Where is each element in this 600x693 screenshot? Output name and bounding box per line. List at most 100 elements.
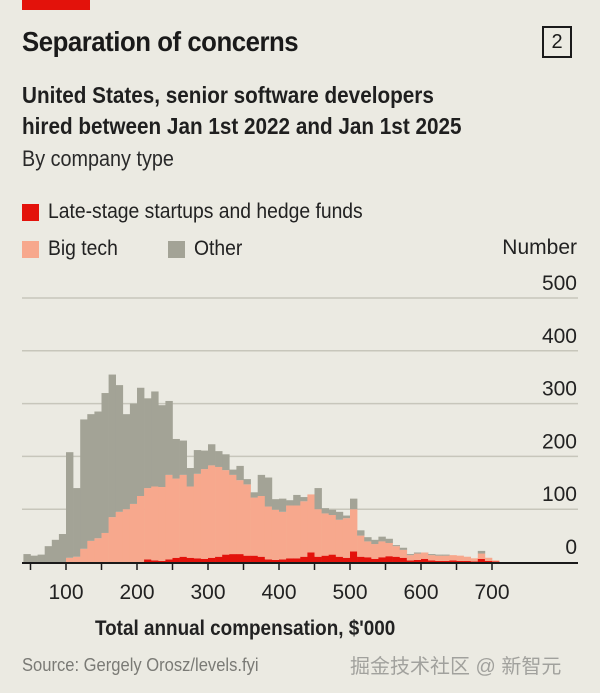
bar-big-tech-160 xyxy=(108,517,116,562)
bar-big-tech-590 xyxy=(413,553,422,560)
bar-late-stage-startups-and-hedge-funds-660 xyxy=(463,560,471,562)
x-tick-label-700: 700 xyxy=(474,581,509,604)
bar-other-100 xyxy=(66,452,74,558)
bar-other-140 xyxy=(94,411,102,539)
bar-big-tech-580 xyxy=(406,555,415,561)
bar-other-170 xyxy=(115,385,124,512)
bar-other-310 xyxy=(215,451,223,467)
bar-other-530 xyxy=(371,539,379,545)
bar-other-550 xyxy=(385,538,393,543)
bar-late-stage-startups-and-hedge-funds-390 xyxy=(271,559,280,562)
bar-other-570 xyxy=(399,547,408,550)
bar-late-stage-startups-and-hedge-funds-670 xyxy=(470,561,479,562)
bar-late-stage-startups-and-hedge-funds-680 xyxy=(477,558,486,562)
bar-other-680 xyxy=(477,550,486,554)
bar-big-tech-100 xyxy=(66,557,74,562)
y-tick-labels: 0 100 200 300 400 500 xyxy=(542,272,577,559)
x-tick-label-600: 600 xyxy=(403,581,438,604)
bar-big-tech-620 xyxy=(435,555,443,561)
bar-late-stage-startups-and-hedge-funds-400 xyxy=(279,559,287,562)
bar-late-stage-startups-and-hedge-funds-330 xyxy=(229,554,237,562)
bar-late-stage-startups-and-hedge-funds-300 xyxy=(208,557,216,562)
bar-other-300 xyxy=(208,444,216,466)
bar-big-tech-610 xyxy=(428,555,436,561)
bar-other-190 xyxy=(129,403,138,504)
bar-big-tech-500 xyxy=(350,509,358,552)
bar-other-540 xyxy=(378,536,386,542)
bar-other-490 xyxy=(342,515,351,519)
bar-late-stage-startups-and-hedge-funds-420 xyxy=(293,558,301,562)
bar-big-tech-290 xyxy=(200,469,209,559)
bar-other-350 xyxy=(243,479,251,485)
bar-big-tech-130 xyxy=(87,540,95,562)
bar-big-tech-460 xyxy=(321,513,329,556)
bar-other-610 xyxy=(428,554,436,556)
bar-big-tech-370 xyxy=(257,496,266,557)
bar-big-tech-600 xyxy=(421,552,429,559)
y-tick-label-200: 200 xyxy=(542,430,577,453)
bar-big-tech-700 xyxy=(492,560,500,562)
bar-other-410 xyxy=(286,500,294,506)
bar-big-tech-690 xyxy=(484,557,493,561)
bar-big-tech-440 xyxy=(307,494,315,553)
legend-swatch-late-stage xyxy=(22,203,39,221)
bar-big-tech-230 xyxy=(158,487,166,561)
legend-swatch-big-tech xyxy=(22,240,39,258)
bar-big-tech-300 xyxy=(208,465,216,558)
bar-big-tech-350 xyxy=(243,484,251,556)
bar-late-stage-startups-and-hedge-funds-230 xyxy=(158,560,166,562)
bar-other-240 xyxy=(165,400,173,475)
bar-other-620 xyxy=(435,554,443,556)
legend-item-late-stage: Late-stage startups and hedge funds xyxy=(22,200,390,224)
legend-swatch-other xyxy=(167,240,185,258)
bar-late-stage-startups-and-hedge-funds-480 xyxy=(335,556,344,562)
bar-big-tech-560 xyxy=(392,546,400,557)
bar-other-290 xyxy=(200,450,209,470)
x-tick-label-100: 100 xyxy=(48,581,83,604)
bar-big-tech-410 xyxy=(286,505,294,559)
x-tick-label-500: 500 xyxy=(332,581,367,604)
bar-big-tech-660 xyxy=(463,556,471,561)
bar-other-180 xyxy=(122,414,131,510)
bar-other-120 xyxy=(80,419,88,549)
bar-other-200 xyxy=(137,387,145,496)
bar-other-250 xyxy=(172,438,180,479)
bar-other-510 xyxy=(357,530,365,536)
bar-late-stage-startups-and-hedge-funds-350 xyxy=(243,555,251,562)
bar-big-tech-110 xyxy=(73,556,81,562)
bar-late-stage-startups-and-hedge-funds-380 xyxy=(264,559,273,562)
bar-big-tech-430 xyxy=(300,501,308,557)
legend-label-big-tech: Big tech xyxy=(48,237,118,260)
bar-big-tech-650 xyxy=(456,555,464,561)
bar-big-tech-450 xyxy=(314,509,322,557)
x-tick-label-400: 400 xyxy=(261,581,296,604)
bar-big-tech-380 xyxy=(264,506,273,560)
bar-other-480 xyxy=(335,511,344,520)
bar-big-tech-550 xyxy=(385,542,393,557)
legend-row-1: Late-stage startups and hedge funds xyxy=(22,200,418,224)
bar-late-stage-startups-and-hedge-funds-640 xyxy=(449,560,457,562)
y-tick-label-0: 0 xyxy=(565,536,577,559)
bar-big-tech-220 xyxy=(151,486,159,561)
bar-other-390 xyxy=(271,499,280,510)
bar-late-stage-startups-and-hedge-funds-550 xyxy=(385,556,393,562)
bar-other-260 xyxy=(179,440,187,475)
bar-other-320 xyxy=(222,454,230,471)
bar-late-stage-startups-and-hedge-funds-570 xyxy=(399,557,408,562)
bar-late-stage-startups-and-hedge-funds-510 xyxy=(357,556,365,562)
bar-big-tech-490 xyxy=(342,518,351,558)
bar-other-360 xyxy=(250,492,258,498)
bar-late-stage-startups-and-hedge-funds-530 xyxy=(371,558,379,562)
bar-big-tech-310 xyxy=(215,466,223,557)
bar-big-tech-260 xyxy=(179,474,187,557)
bar-big-tech-210 xyxy=(144,488,152,560)
bar-other-330 xyxy=(229,469,237,475)
bar-other-590 xyxy=(413,552,422,554)
bar-big-tech-470 xyxy=(328,515,337,555)
bar-other-470 xyxy=(328,509,337,516)
bar-big-tech-420 xyxy=(293,505,301,559)
chart-subtitle-breakdown: By company type xyxy=(22,146,174,171)
x-tick-label-300: 300 xyxy=(190,581,225,604)
bar-big-tech-670 xyxy=(470,558,479,562)
bar-other-520 xyxy=(364,537,372,542)
